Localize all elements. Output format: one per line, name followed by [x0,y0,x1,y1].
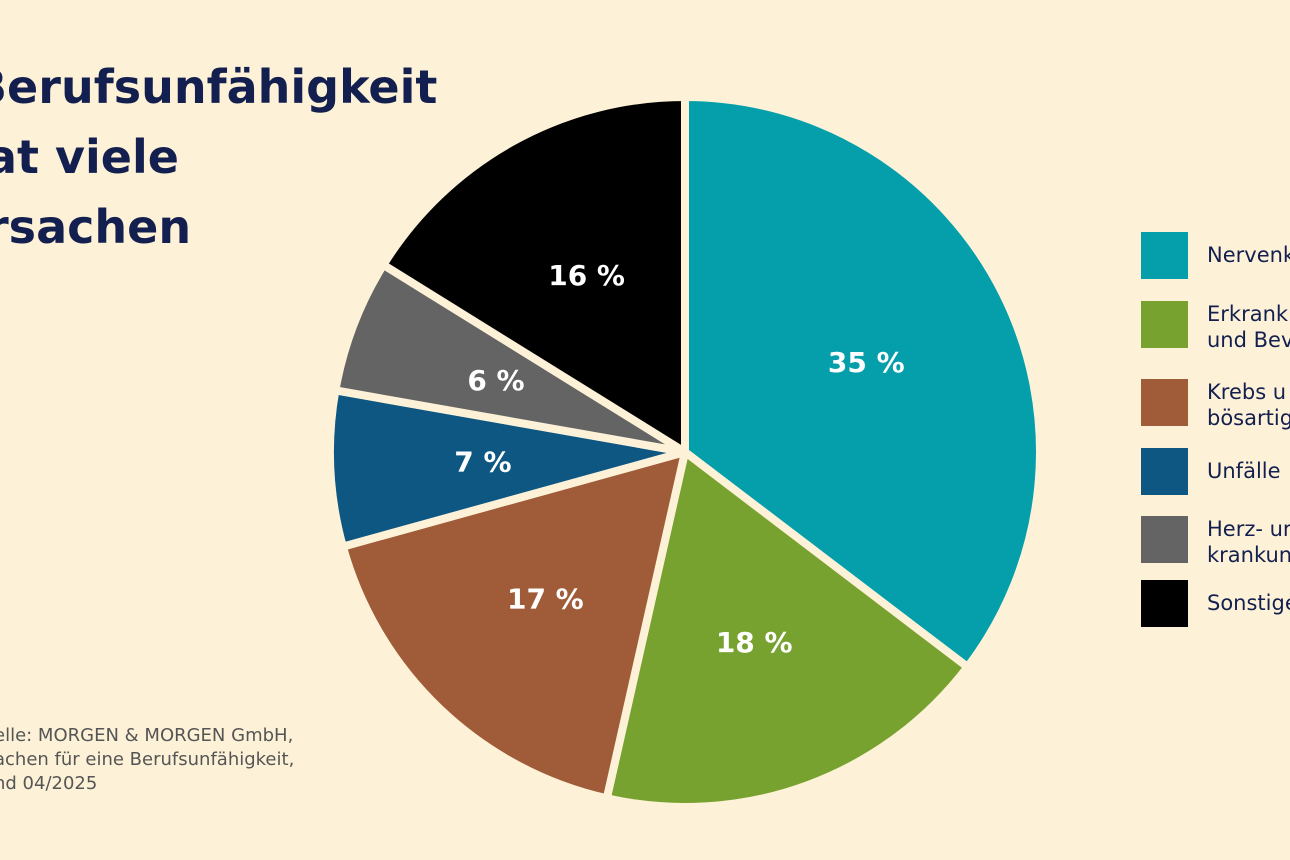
legend-label-line: und Bev [1207,328,1290,352]
legend-item: Krebs u bösartig [1141,379,1290,431]
legend-swatch [1141,580,1188,627]
pie-slice [602,448,972,811]
legend-item: Nervenk [1141,232,1290,279]
title-line: rsachen [0,200,192,254]
legend-label-line: Sonstige [1207,591,1290,615]
legend-swatch [1141,516,1188,563]
legend-label: Krebs u bösartig [1207,379,1290,431]
data-label: 16 % [548,259,625,292]
data-label: 17 % [507,582,584,615]
legend-label-line: bösartig [1207,406,1290,430]
title-line: Berufsunfähigkeit [0,60,438,114]
legend-swatch [1141,448,1188,495]
title-line: at viele [0,130,179,184]
data-label: 6 % [467,364,524,397]
source-line: achen für eine Berufsunfähigkeit, [0,749,295,770]
source-line: nd 04/2025 [0,773,98,794]
legend-label: Unfälle [1207,458,1281,484]
legend-label-line: Unfälle [1207,459,1281,483]
pie-slice [681,93,1044,671]
legend-swatch [1141,379,1188,426]
source-line: elle: MORGEN & MORGEN GmbH, [0,725,294,746]
pie-slice [338,448,689,803]
source-note: elle: MORGEN & MORGEN GmbH, achen für ei… [0,724,294,796]
legend-item: Erkrank und Bev [1141,301,1290,353]
legend-label-line: krankun [1207,543,1290,567]
data-label: 7 % [454,446,511,479]
legend-label-line: Nervenk [1207,243,1290,267]
legend-label: Herz- ur krankun [1207,516,1290,568]
legend-swatch [1141,232,1188,279]
pie-slice [379,93,689,456]
legend-item: Sonstige [1141,580,1290,627]
data-label: 18 % [716,626,793,659]
data-label: 35 % [828,346,905,379]
legend-item: Unfälle [1141,448,1281,495]
legend-label: Erkrank und Bev [1207,301,1290,353]
chart-title: Berufsunfähigkeit at viele rsachen [0,52,437,262]
legend-swatch [1141,301,1188,348]
legend-label: Sonstige [1207,590,1290,616]
legend-item: Herz- ur krankun [1141,516,1290,568]
legend-label: Nervenk [1207,242,1290,268]
legend-label-line: Erkrank [1207,302,1289,326]
legend-label-line: Krebs u [1207,380,1287,404]
pie-slice [326,386,689,551]
legend-label-line: Herz- ur [1207,517,1290,541]
